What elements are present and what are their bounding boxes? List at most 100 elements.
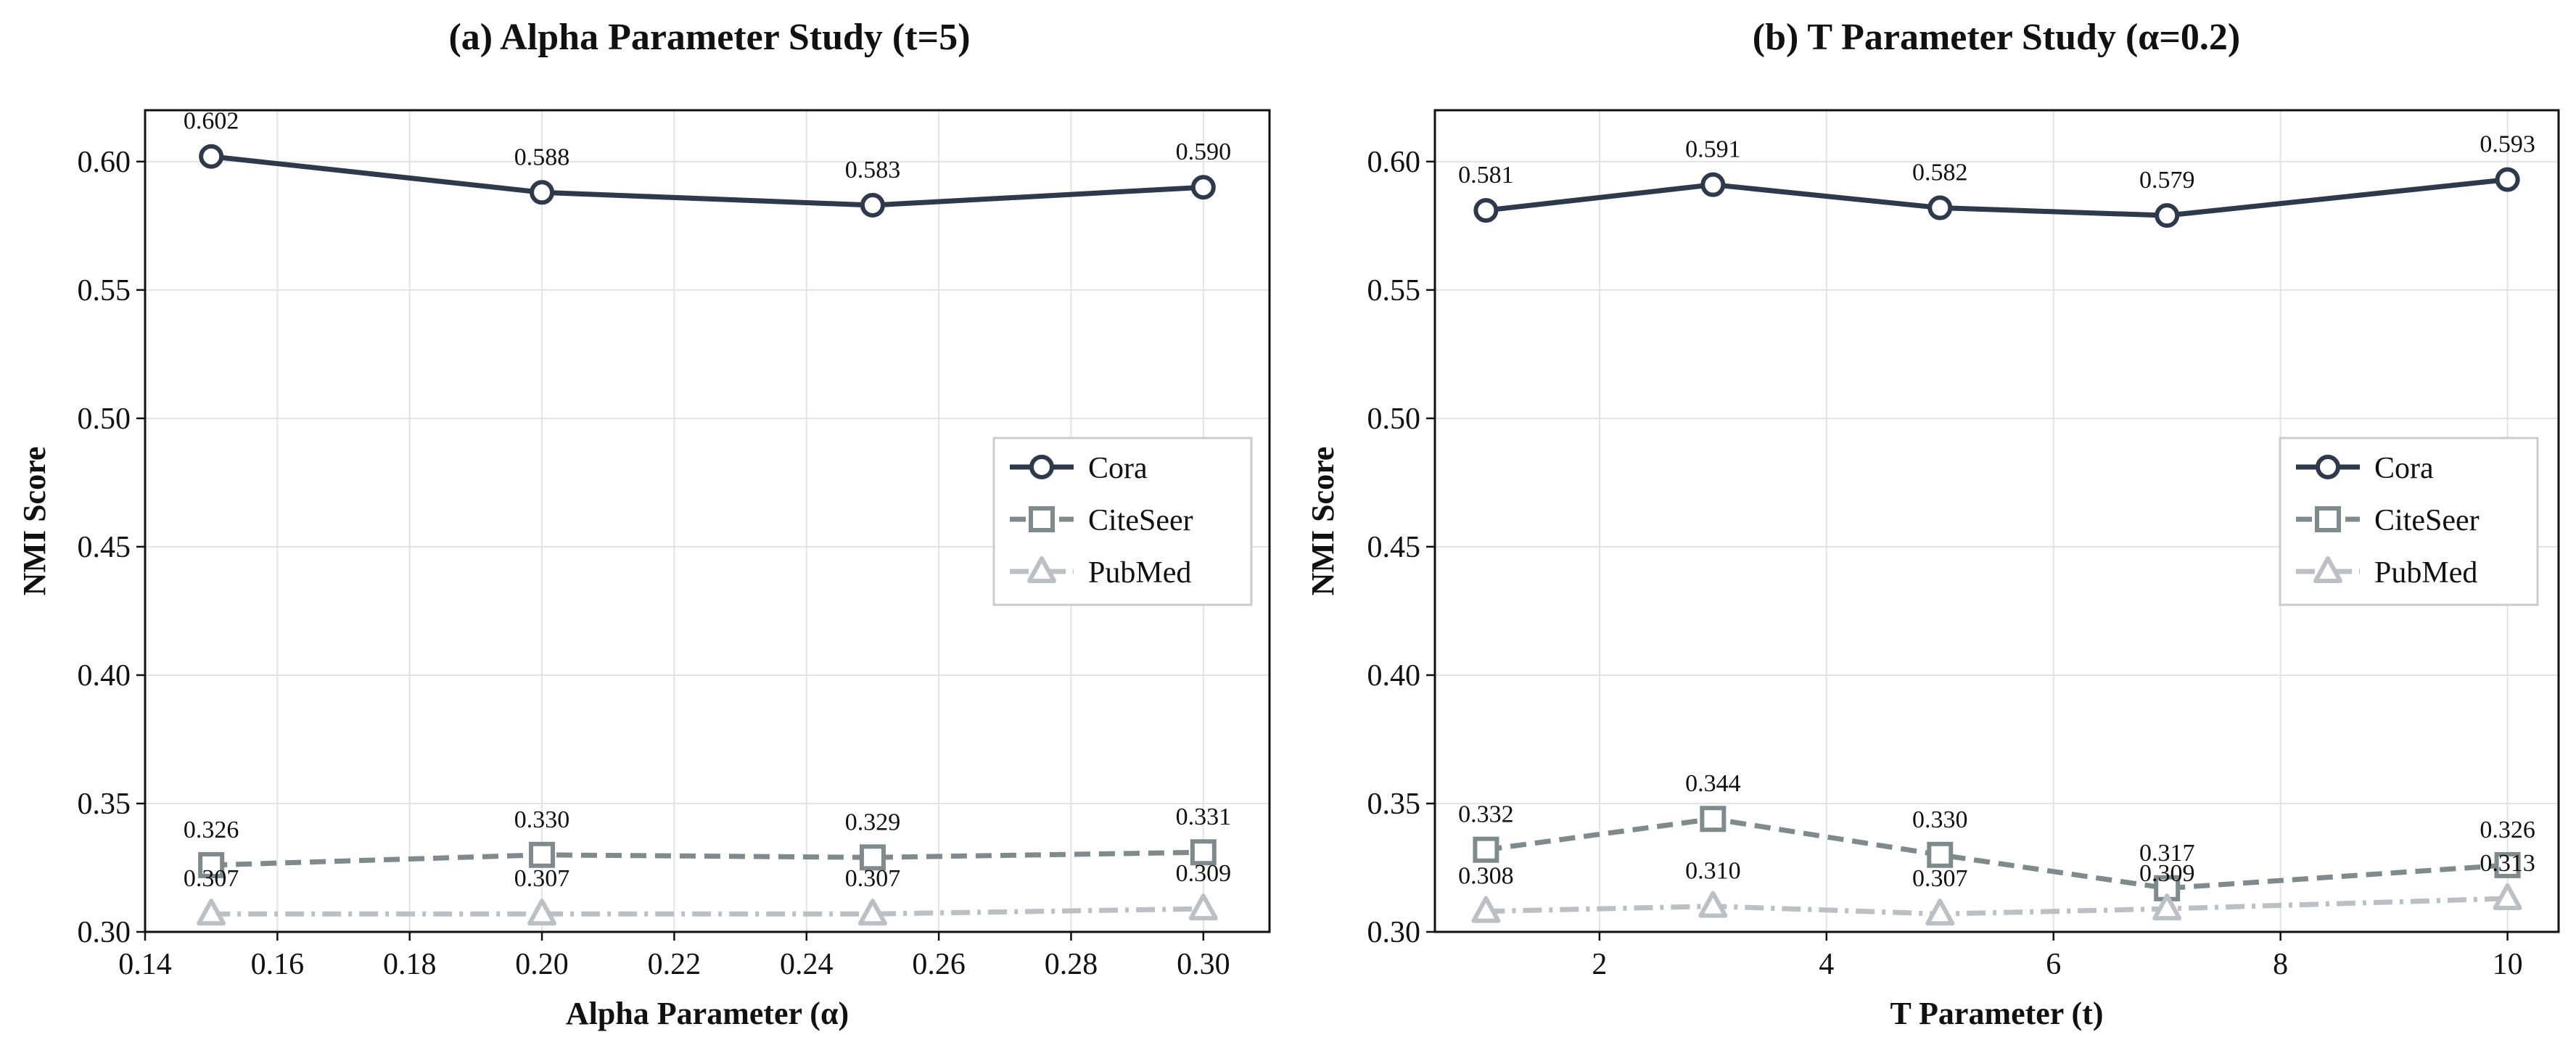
legend-marker xyxy=(1027,556,1056,583)
y-tick-label: 0.55 xyxy=(1367,274,1421,307)
y-tick-label: 0.45 xyxy=(1367,531,1421,564)
x-tick-label: 10 xyxy=(2493,948,2523,981)
series-cora: 0.581 0.591 0.582 0.579 0.593 xyxy=(1458,131,2535,228)
y-tick-label: 0.35 xyxy=(78,788,131,821)
series-citeseer: 0.326 0.330 0.329 0.331 xyxy=(184,804,1232,878)
x-tick-label: 0.26 xyxy=(912,948,966,981)
data-label: 0.591 xyxy=(1685,136,1741,163)
data-label: 0.307 xyxy=(184,865,239,892)
data-label: 0.308 xyxy=(1458,863,1514,890)
data-label: 0.579 xyxy=(2139,167,2195,194)
series-line xyxy=(1485,816,2508,891)
legend-label: CiteSeer xyxy=(1088,504,1193,537)
y-axis-label: NMI Score xyxy=(17,447,52,596)
series-line xyxy=(1486,896,2508,917)
x-tick-label: 0.22 xyxy=(648,948,701,981)
data-label: 0.330 xyxy=(514,806,570,833)
data-point xyxy=(857,899,887,926)
data-label: 0.332 xyxy=(1458,801,1514,828)
data-label: 0.307 xyxy=(514,865,570,892)
legend-marker xyxy=(2315,506,2341,532)
series-line xyxy=(211,849,1203,868)
y-tick-label: 0.40 xyxy=(78,659,131,693)
data-point xyxy=(527,899,557,926)
plot-frame xyxy=(144,109,1271,933)
x-axis-label: T Parameter (t) xyxy=(1890,996,2103,1031)
legend: Cora CiteSeer PubMed xyxy=(992,437,1253,606)
data-label: 0.590 xyxy=(1176,139,1232,165)
data-point xyxy=(1700,806,1727,833)
data-point xyxy=(2493,883,2522,910)
y-tick-label: 0.60 xyxy=(78,146,131,179)
data-point xyxy=(1473,836,1499,863)
x-tick-label: 0.16 xyxy=(251,948,305,981)
legend-marker xyxy=(2316,455,2340,479)
data-point xyxy=(1700,172,1726,197)
x-tick-label: 0.24 xyxy=(780,948,834,981)
series-line xyxy=(211,906,1203,917)
x-tick-label: 8 xyxy=(2273,948,2288,981)
x-tick-label: 0.18 xyxy=(383,948,437,981)
data-label: 0.602 xyxy=(184,108,239,135)
data-point xyxy=(1925,899,1955,926)
data-point xyxy=(1471,896,1501,923)
data-label: 0.307 xyxy=(1912,865,1968,892)
data-label: 0.588 xyxy=(514,144,570,170)
data-point xyxy=(1188,893,1218,921)
series-line xyxy=(1486,177,2508,218)
y-tick-label: 0.30 xyxy=(78,916,131,949)
data-label: 0.581 xyxy=(1458,162,1514,189)
data-label: 0.331 xyxy=(1176,804,1232,830)
series-line xyxy=(210,154,1204,208)
data-label: 0.330 xyxy=(1912,806,1968,833)
series-cora: 0.602 0.588 0.583 0.590 xyxy=(184,108,1232,218)
data-label: 0.310 xyxy=(1685,858,1741,885)
y-tick-label: 0.60 xyxy=(1367,146,1421,179)
data-label: 0.326 xyxy=(184,817,239,843)
data-point xyxy=(860,193,885,218)
legend-label: Cora xyxy=(1088,452,1148,485)
legend-label: PubMed xyxy=(1088,556,1191,590)
x-tick-label: 2 xyxy=(1592,948,1607,981)
data-point xyxy=(1698,891,1728,918)
data-point xyxy=(2152,893,2182,921)
data-label: 0.329 xyxy=(845,809,901,835)
y-axis-label: NMI Score xyxy=(1305,447,1341,596)
legend-marker xyxy=(2313,556,2342,583)
data-point xyxy=(1473,198,1499,223)
legend-label: Cora xyxy=(2374,452,2434,485)
chart-panel-t: (b) T Parameter Study (α=0.2) 0.30 0.35 0.4… xyxy=(1305,17,2560,1031)
data-point xyxy=(1190,839,1217,866)
data-label: 0.582 xyxy=(1912,160,1968,186)
y-tick-label: 0.35 xyxy=(1367,788,1421,821)
data-point xyxy=(1927,841,1954,868)
data-point xyxy=(859,844,886,871)
data-label: 0.583 xyxy=(845,157,901,183)
data-label: 0.344 xyxy=(1685,770,1741,797)
data-label: 0.317 xyxy=(2139,840,2195,867)
data-point xyxy=(199,144,224,169)
data-point xyxy=(198,851,225,878)
legend-label: PubMed xyxy=(2374,556,2477,590)
data-label: 0.326 xyxy=(2480,817,2535,843)
x-tick-label: 0.14 xyxy=(118,948,172,981)
data-label: 0.309 xyxy=(1176,860,1232,887)
data-point xyxy=(2494,851,2521,878)
legend-marker xyxy=(1029,506,1055,532)
plot-frame xyxy=(1433,109,2560,933)
data-point xyxy=(1927,195,1953,220)
x-tick-label: 0.30 xyxy=(1177,948,1230,981)
series-pubmed: 0.307 0.307 0.307 0.309 xyxy=(184,860,1232,926)
y-tick-label: 0.50 xyxy=(78,402,131,436)
data-point xyxy=(2495,167,2520,192)
data-point xyxy=(529,841,556,868)
y-tick-label: 0.40 xyxy=(1367,659,1421,693)
legend-label: CiteSeer xyxy=(2374,504,2480,537)
data-point xyxy=(197,899,226,926)
data-label: 0.593 xyxy=(2480,131,2535,158)
series-citeseer: 0.332 0.344 0.330 0.317 0.326 xyxy=(1458,770,2535,901)
data-label: 0.313 xyxy=(2480,850,2535,877)
data-label: 0.307 xyxy=(845,865,901,892)
x-tick-label: 6 xyxy=(2046,948,2061,981)
